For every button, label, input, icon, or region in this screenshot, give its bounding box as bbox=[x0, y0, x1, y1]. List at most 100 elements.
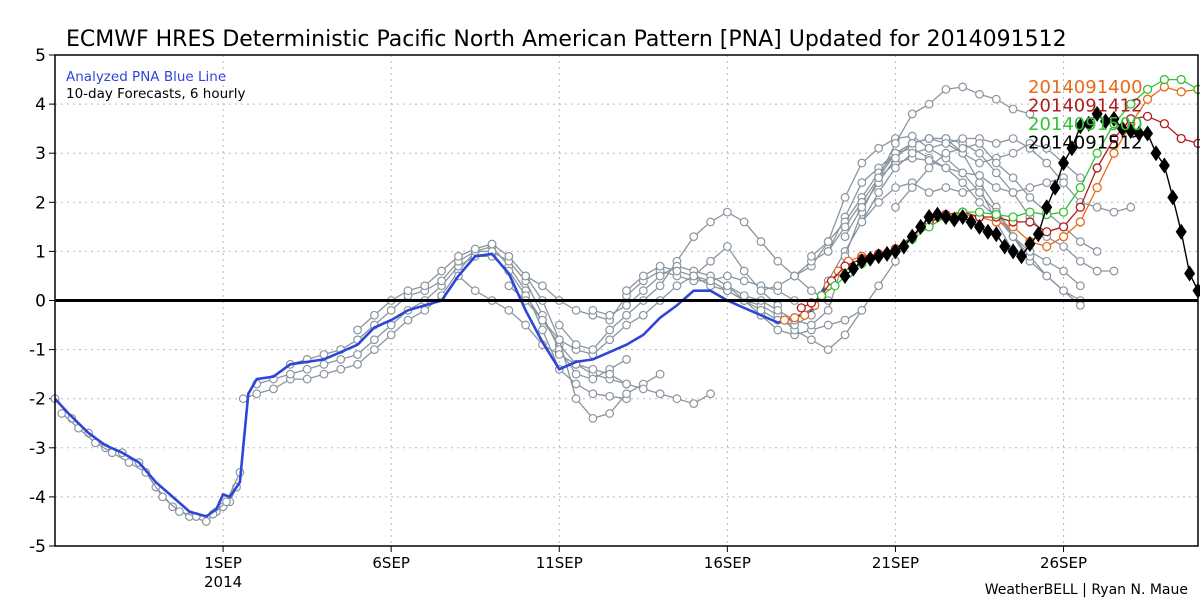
ensemble-point bbox=[991, 138, 1001, 148]
run-label: 2014091400 bbox=[1028, 77, 1143, 98]
ensemble-point bbox=[386, 305, 396, 315]
ensemble-point bbox=[806, 286, 816, 296]
legend-forecasts: 10-day Forecasts, 6 hourly bbox=[66, 86, 245, 102]
ensemble-point bbox=[991, 94, 1001, 104]
ensemble-point bbox=[319, 359, 329, 369]
forecast-diamond bbox=[906, 228, 918, 245]
ensemble-point bbox=[1008, 232, 1018, 242]
ensemble-trace bbox=[554, 207, 833, 355]
plot-frame bbox=[54, 54, 1199, 547]
ensemble-point bbox=[891, 183, 900, 192]
forecast-point bbox=[779, 315, 790, 325]
forecast-diamond bbox=[864, 250, 876, 267]
ensemble-point bbox=[958, 143, 968, 153]
ensemble-point bbox=[1008, 188, 1018, 197]
ensemble-point bbox=[975, 178, 984, 188]
forecast-point bbox=[1075, 202, 1085, 212]
forecast-diamond bbox=[1158, 157, 1170, 174]
ensemble-point bbox=[991, 183, 1001, 192]
ensemble-point bbox=[924, 156, 934, 165]
ensemble-point bbox=[622, 389, 631, 399]
ensemble-point bbox=[891, 163, 900, 173]
forecast-point bbox=[1092, 148, 1102, 158]
ensemble-point bbox=[1025, 143, 1035, 153]
ensemble-point bbox=[907, 109, 917, 119]
series-analyzed-pna bbox=[54, 252, 830, 518]
ensemble-point bbox=[874, 188, 884, 197]
forecast-diamond bbox=[1184, 265, 1196, 282]
forecast-diamond bbox=[881, 245, 893, 262]
run-label: 2014091412 bbox=[1028, 96, 1143, 117]
legend-analyzed: Analyzed PNA Blue Line bbox=[66, 69, 226, 85]
forecast-point bbox=[1058, 207, 1069, 217]
credit-text: WeatherBELL | Ryan N. Maue bbox=[985, 582, 1188, 598]
ensemble-point bbox=[806, 335, 816, 345]
ensemble-point bbox=[605, 310, 615, 320]
ensemble-point bbox=[1025, 183, 1035, 192]
ensemble-trace bbox=[857, 134, 1136, 227]
ensemble-point bbox=[158, 492, 167, 502]
ensemble-point bbox=[571, 340, 581, 350]
ensemble-point bbox=[722, 281, 732, 291]
ensemble-point bbox=[941, 138, 951, 148]
ensemble-trace bbox=[50, 394, 241, 526]
ensemble-point bbox=[739, 217, 749, 227]
ensemble-point bbox=[823, 246, 833, 256]
forecast-point bbox=[800, 310, 810, 320]
forecast-diamond bbox=[1192, 282, 1200, 299]
ensemble-point bbox=[823, 320, 833, 330]
forecast-point bbox=[1075, 217, 1085, 227]
ensemble-point bbox=[521, 271, 531, 281]
ensemble-point bbox=[269, 384, 278, 394]
ensemble-point bbox=[571, 379, 581, 389]
ensemble-point bbox=[975, 188, 984, 197]
ensemble-point bbox=[1008, 134, 1018, 143]
ensemble-point bbox=[605, 369, 615, 379]
ensemble-point bbox=[857, 305, 867, 315]
ensemble-point bbox=[722, 271, 732, 281]
forecast-point bbox=[1058, 232, 1069, 242]
ensemble-point bbox=[1092, 246, 1102, 256]
forecast-point bbox=[1142, 84, 1153, 95]
ensemble-point bbox=[823, 305, 833, 315]
ensemble-point bbox=[924, 188, 934, 197]
ensemble-point bbox=[571, 305, 581, 315]
run-label: 2014091512 bbox=[1028, 133, 1143, 154]
ensemble-point bbox=[823, 345, 833, 355]
forecast-point bbox=[830, 281, 840, 291]
y-tick-label: -4 bbox=[29, 488, 46, 508]
ensemble-point bbox=[924, 134, 934, 143]
forecast-diamond bbox=[839, 267, 851, 284]
forecast-diamond bbox=[923, 209, 935, 226]
ensemble-point bbox=[554, 335, 564, 345]
ensemble-point bbox=[538, 315, 547, 325]
forecast-point bbox=[1193, 84, 1200, 95]
ensemble-point bbox=[521, 320, 531, 330]
ensemble-point bbox=[655, 389, 665, 399]
ensemble-point bbox=[840, 232, 850, 242]
ensemble-point bbox=[622, 379, 631, 389]
forecast-point bbox=[1025, 207, 1035, 217]
forecast-diamond bbox=[948, 211, 960, 228]
forecast-point bbox=[1176, 87, 1186, 97]
forecast-diamond bbox=[889, 243, 901, 260]
ensemble-point bbox=[773, 325, 783, 335]
ensemble-point bbox=[1042, 271, 1052, 281]
forecast-diamond bbox=[1049, 179, 1061, 196]
ensemble-point bbox=[1059, 178, 1068, 188]
ensemble-point bbox=[302, 374, 312, 384]
ensemble-point bbox=[336, 364, 346, 374]
ensemble-point bbox=[504, 305, 514, 315]
ensemble-point bbox=[975, 197, 984, 207]
ensemble-point bbox=[403, 286, 413, 296]
forecast-diamond bbox=[999, 238, 1011, 255]
ensemble-point bbox=[638, 271, 648, 281]
forecast-diamond bbox=[1074, 118, 1086, 135]
ensemble-point bbox=[1092, 202, 1102, 212]
ensemble-point bbox=[319, 369, 329, 379]
x-sublabel-year: 2014 bbox=[204, 573, 242, 591]
ensemble-point bbox=[1008, 173, 1018, 183]
ensemble-point bbox=[706, 276, 715, 286]
ensemble-point bbox=[369, 335, 379, 345]
